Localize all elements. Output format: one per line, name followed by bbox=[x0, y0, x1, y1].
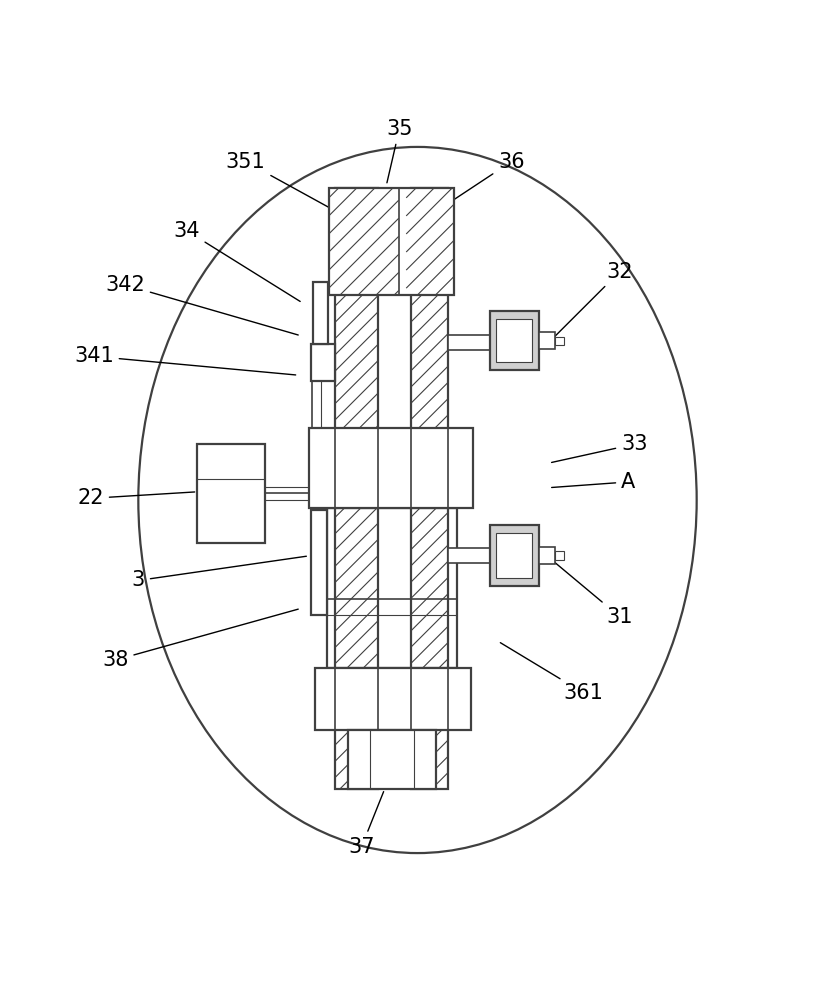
Text: 33: 33 bbox=[552, 434, 648, 462]
Bar bbox=[448, 548, 490, 563]
Bar bbox=[496, 319, 533, 362]
Text: 31: 31 bbox=[551, 559, 633, 627]
Text: 37: 37 bbox=[348, 792, 383, 857]
Bar bbox=[539, 332, 555, 349]
Text: 34: 34 bbox=[174, 221, 301, 301]
Bar bbox=[555, 551, 564, 560]
Text: 22: 22 bbox=[78, 488, 195, 508]
Bar bbox=[539, 547, 555, 564]
Text: 32: 32 bbox=[551, 262, 633, 340]
Bar bbox=[336, 188, 378, 789]
Text: 36: 36 bbox=[443, 152, 524, 207]
Bar bbox=[555, 337, 564, 345]
Bar bbox=[496, 533, 533, 578]
Bar bbox=[309, 428, 473, 508]
Text: 351: 351 bbox=[225, 152, 333, 210]
Bar bbox=[197, 444, 265, 543]
Bar bbox=[329, 188, 453, 295]
Text: 38: 38 bbox=[102, 609, 298, 670]
Bar bbox=[448, 335, 490, 350]
Bar bbox=[311, 344, 336, 381]
Ellipse shape bbox=[139, 147, 696, 853]
Bar bbox=[490, 311, 539, 370]
Bar bbox=[327, 508, 457, 668]
Text: 35: 35 bbox=[386, 119, 412, 183]
Text: 341: 341 bbox=[74, 346, 296, 375]
Text: 342: 342 bbox=[105, 275, 298, 335]
Bar bbox=[315, 668, 471, 730]
Bar bbox=[311, 510, 327, 615]
Text: 361: 361 bbox=[500, 643, 604, 703]
Bar bbox=[490, 525, 539, 586]
Bar bbox=[347, 730, 437, 789]
Text: 3: 3 bbox=[132, 556, 306, 590]
Text: A: A bbox=[552, 472, 635, 492]
Bar bbox=[411, 188, 448, 789]
Bar bbox=[313, 282, 328, 344]
